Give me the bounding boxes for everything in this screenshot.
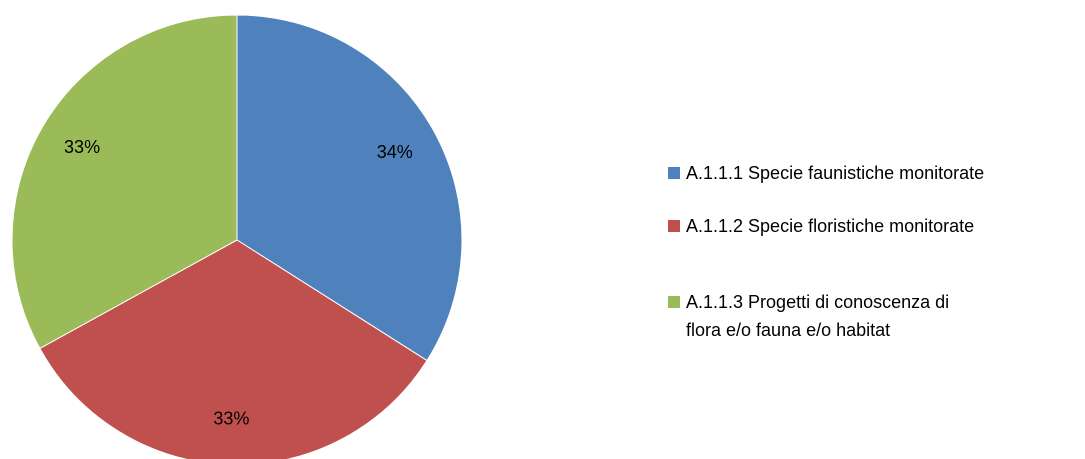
data-label: 33% bbox=[64, 137, 100, 157]
legend-swatch bbox=[668, 220, 680, 232]
legend-label: A.1.1.2 Specie floristiche monitorate bbox=[686, 216, 975, 236]
legend-label: A.1.1.3 Progetti di conoscenza di flora … bbox=[686, 292, 950, 340]
legend-label: A.1.1.1 Specie faunistiche monitorate bbox=[686, 163, 985, 183]
data-label: 34% bbox=[377, 142, 413, 162]
legend-swatch bbox=[668, 296, 680, 308]
pie-slice bbox=[236, 14, 463, 362]
legend-swatch bbox=[668, 167, 680, 179]
pie-slice bbox=[11, 14, 238, 350]
pie-slice bbox=[39, 239, 428, 459]
data-label: 33% bbox=[213, 409, 249, 429]
